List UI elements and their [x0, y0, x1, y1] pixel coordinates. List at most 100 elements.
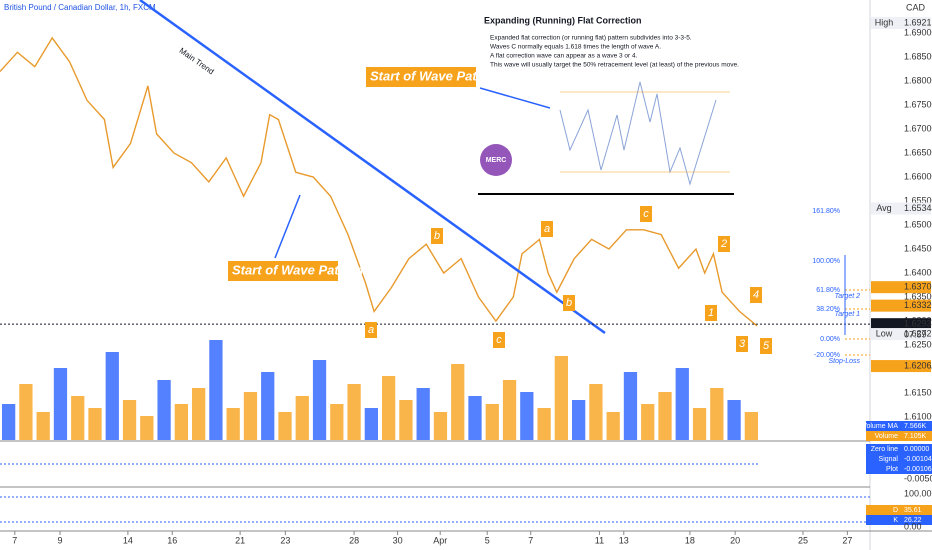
x-tick-label: 27 [842, 535, 852, 545]
volume-bar [416, 388, 430, 440]
price-badge [871, 360, 931, 373]
volume-bar [278, 412, 292, 440]
volume-bar [537, 408, 551, 440]
volume-bar [2, 404, 16, 440]
pane-badge [866, 421, 932, 431]
price-badge-label: 1.63705 [904, 282, 932, 292]
wave-box [640, 206, 652, 222]
stoch-top: 100.00 [904, 488, 932, 498]
volume-bar [692, 408, 707, 440]
price-badge-name: High [875, 17, 894, 27]
fib-label: 0.00% [820, 336, 840, 343]
volume-bar [312, 360, 327, 440]
volume-bar [36, 412, 50, 440]
x-tick-label: 23 [280, 535, 290, 545]
volume-bar [295, 396, 309, 440]
inset-title: Expanding (Running) Flat Correction [484, 15, 642, 25]
note-box [228, 261, 338, 281]
note: Start of Wave Pattern? [232, 262, 371, 277]
x-tick-label: 28 [349, 535, 359, 545]
volume-bar [433, 412, 448, 440]
pane-name: D [893, 507, 898, 514]
volume-bar [364, 408, 378, 440]
price-badge-label: 1.63320 [904, 300, 932, 310]
volume-bar [399, 400, 413, 440]
volume-bar [727, 400, 741, 440]
wave-box [365, 322, 377, 338]
inset-bullet: Waves C normally equals 1.618 times the … [490, 44, 661, 51]
price-badge [871, 281, 931, 294]
x-tick-label: 30 [393, 535, 403, 545]
wave-box [705, 305, 717, 321]
volume-bar [105, 352, 119, 440]
volume-bar [53, 368, 68, 440]
trend-line [139, 0, 606, 335]
volume-bar [19, 384, 33, 440]
y-tick-label: 1.65000 [904, 219, 932, 229]
price-badge-label: 1.62934 [904, 319, 932, 329]
x-tick-label: Apr [433, 535, 447, 545]
volume-bar [675, 368, 689, 440]
pane-badge [866, 454, 932, 464]
pane-value: 26.22 [904, 517, 922, 524]
volume-bar [192, 388, 206, 440]
volume-bar [485, 404, 499, 440]
volume-bar [122, 400, 137, 440]
price-badge-name: Low [876, 328, 893, 338]
volume-bar [572, 400, 586, 440]
volume-bar [623, 372, 638, 440]
note-box [366, 67, 476, 87]
wave-box [718, 236, 730, 252]
x-tick-label: 25 [798, 535, 808, 545]
wave-label: 4 [753, 289, 759, 301]
x-tick-label: 18 [685, 535, 695, 545]
fib-label: 61.80% [816, 287, 840, 294]
countdown: 07:59 [904, 330, 927, 340]
fib-label: 38.20% [816, 306, 840, 313]
volume-bar [641, 404, 655, 440]
volume-bar [554, 356, 568, 440]
y-tick-label: 1.61000 [904, 411, 932, 421]
arrow [479, 87, 551, 109]
x-tick-label: 21 [235, 535, 245, 545]
volume-bar [157, 380, 171, 440]
volume-bar [140, 416, 154, 440]
arrow [274, 194, 301, 259]
wave-box [760, 338, 772, 354]
wave-label: a [544, 223, 550, 235]
y-tick-label: 1.69000 [904, 27, 932, 37]
volume-bar [226, 408, 240, 440]
target-label: Target 1 [835, 311, 861, 318]
wave-label: 1 [708, 307, 714, 319]
y-tick-label: 1.64000 [904, 267, 932, 277]
x-tick-label: 11 [595, 535, 604, 545]
x-tick-label: 14 [123, 535, 133, 545]
volume-bar [451, 364, 465, 440]
macd-tick: -0.00500 [904, 473, 932, 483]
y-tick-label: 1.66000 [904, 171, 932, 181]
y-tick-label: 1.67500 [904, 99, 932, 109]
price-badge [871, 318, 931, 331]
y-tick-label: 1.65500 [904, 195, 932, 205]
logo-text: MERC [486, 157, 507, 164]
volume-bar [243, 392, 258, 440]
inset-bullet: This wave will usually target the 50% re… [490, 62, 739, 69]
inset-pattern [559, 81, 717, 186]
y-tick-label: 1.68000 [904, 75, 932, 85]
wave-label: 3 [739, 338, 746, 350]
wave-box [750, 287, 762, 303]
wave-box [493, 332, 505, 348]
price-badge [871, 202, 931, 215]
volume-bar [606, 412, 620, 440]
x-tick-label: 20 [730, 535, 740, 545]
wave-box [541, 221, 553, 237]
volume-bar [209, 340, 223, 440]
volume-bar [468, 396, 482, 440]
y-tick-label: 1.62500 [904, 339, 932, 349]
wave-label: 2 [720, 238, 727, 250]
pane-badge [866, 515, 932, 525]
inset-bullet: A flat correction wave can appear as a w… [490, 53, 638, 60]
price-badge-name: Avg [876, 203, 891, 213]
x-tick-label: 7 [12, 535, 17, 545]
